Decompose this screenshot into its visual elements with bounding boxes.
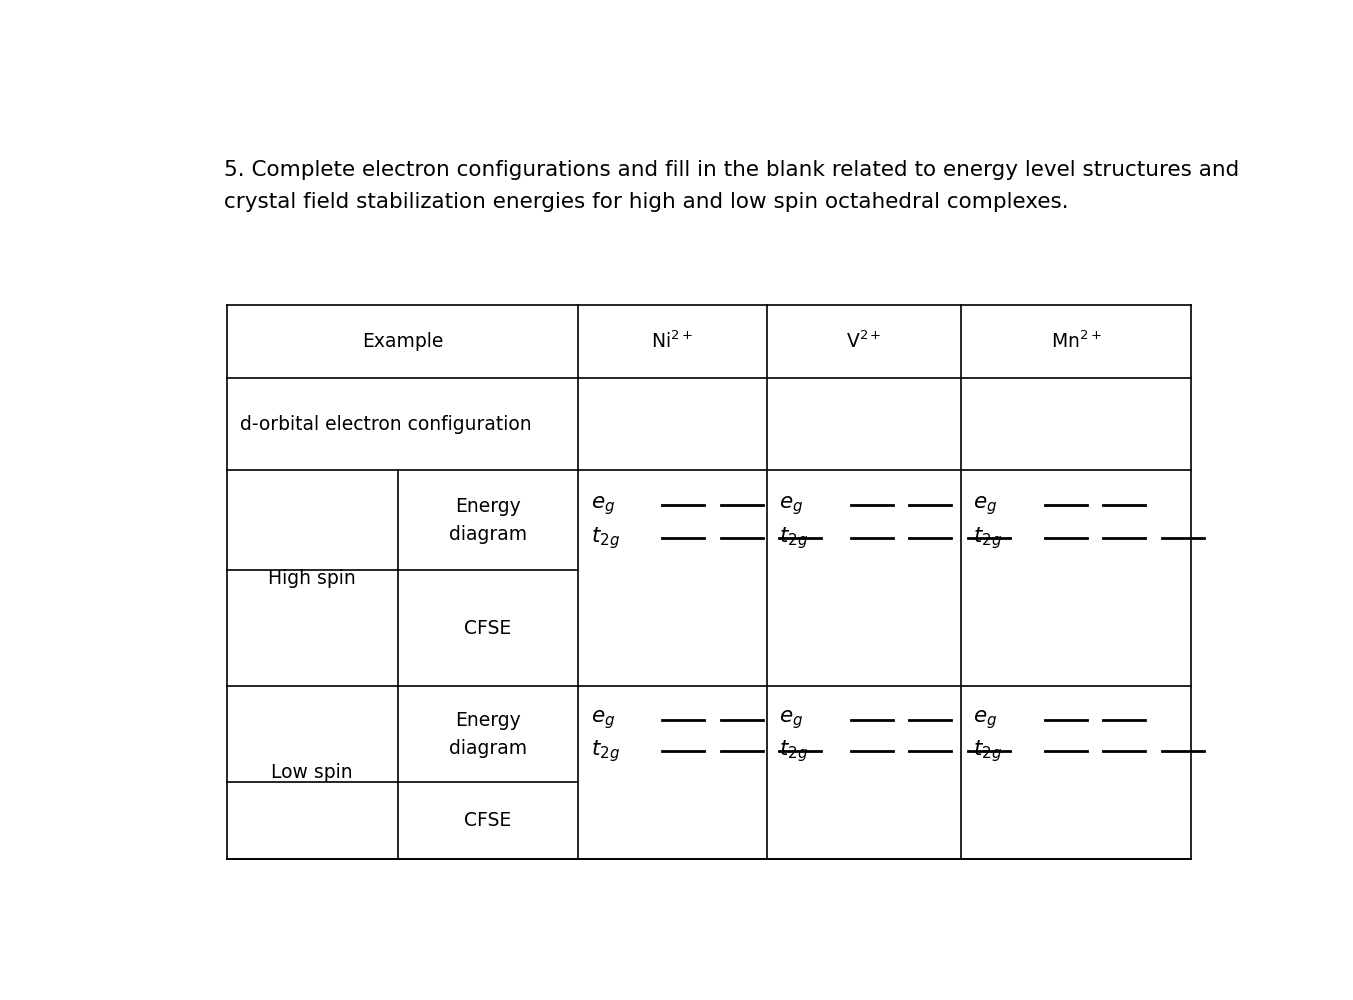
Text: Low spin: Low spin [272,763,353,782]
Text: Mn$^{2+}$: Mn$^{2+}$ [1051,331,1101,352]
Text: d-orbital electron configuration: d-orbital electron configuration [241,415,532,434]
Text: $t_{2g}$: $t_{2g}$ [591,738,620,764]
Text: 5. Complete electron configurations and fill in the blank related to energy leve: 5. Complete electron configurations and … [223,160,1239,180]
Text: $t_{2g}$: $t_{2g}$ [591,526,620,551]
Text: $e_g$: $e_g$ [973,708,997,731]
Text: $e_g$: $e_g$ [779,708,804,731]
Text: $e_g$: $e_g$ [591,708,614,731]
Text: Energy
diagram: Energy diagram [449,497,526,544]
Text: crystal field stabilization energies for high and low spin octahedral complexes.: crystal field stabilization energies for… [223,192,1069,212]
Text: Ni$^{2+}$: Ni$^{2+}$ [651,331,694,352]
Text: $e_g$: $e_g$ [973,494,997,517]
Text: CFSE: CFSE [464,811,511,830]
Text: Example: Example [361,332,444,351]
Text: Energy
diagram: Energy diagram [449,711,526,758]
Text: $t_{2g}$: $t_{2g}$ [779,738,808,764]
Text: $e_g$: $e_g$ [779,494,804,517]
Text: $t_{2g}$: $t_{2g}$ [779,526,808,551]
Text: $t_{2g}$: $t_{2g}$ [973,738,1003,764]
Text: $e_g$: $e_g$ [591,494,614,517]
Text: CFSE: CFSE [464,619,511,638]
Text: High spin: High spin [268,569,356,588]
Text: V$^{2+}$: V$^{2+}$ [846,331,882,352]
Text: $t_{2g}$: $t_{2g}$ [973,526,1003,551]
